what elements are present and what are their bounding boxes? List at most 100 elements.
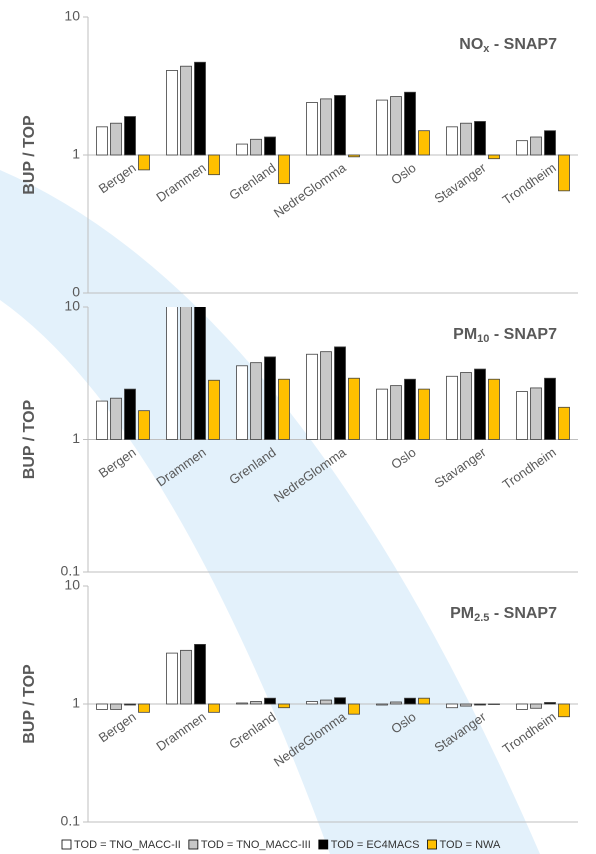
x-tick-label: Bergen — [96, 160, 139, 196]
bar — [237, 144, 248, 155]
bar — [307, 354, 318, 439]
bar — [489, 155, 500, 159]
bar — [321, 352, 332, 440]
legend-swatch — [319, 840, 328, 849]
title-main: PM — [453, 326, 477, 343]
bar — [111, 704, 122, 709]
bar — [559, 407, 570, 439]
bar — [531, 137, 542, 155]
bar — [237, 366, 248, 440]
bar — [167, 653, 178, 704]
bar — [237, 703, 248, 704]
y-tick-label: 1 — [72, 430, 80, 446]
bar — [475, 704, 486, 705]
legend-label: TOD = NWA — [440, 839, 501, 851]
bar — [209, 380, 220, 439]
bar — [307, 103, 318, 155]
bar — [209, 704, 220, 712]
bar — [335, 698, 346, 704]
y-axis-label: BUP / TOP — [21, 115, 38, 195]
bar — [167, 297, 178, 440]
bar — [139, 155, 150, 170]
legend-swatch — [62, 840, 71, 849]
chart-title: PM10 - SNAP7 — [453, 326, 557, 345]
y-tick-label: 1 — [72, 695, 80, 711]
bar — [447, 704, 458, 708]
bar — [181, 297, 192, 440]
bar — [97, 704, 108, 709]
y-tick-label: 10 — [64, 577, 80, 593]
bar — [349, 704, 360, 714]
bar — [475, 369, 486, 439]
title-main: PM — [450, 605, 474, 622]
x-tick-label: Grenland — [226, 160, 278, 203]
bar — [419, 389, 430, 439]
bar — [447, 376, 458, 439]
title-sub: 10 — [477, 333, 489, 345]
x-tick-label: Drammen — [153, 709, 208, 754]
bar — [307, 701, 318, 704]
bar — [419, 698, 430, 704]
bar — [335, 347, 346, 440]
legend-swatch — [428, 840, 437, 849]
bar — [321, 700, 332, 704]
bar — [265, 698, 276, 704]
x-tick-label: Oslo — [388, 160, 419, 188]
bar — [279, 704, 290, 708]
x-tick-label: Trondheim — [500, 709, 559, 757]
bar — [405, 698, 416, 704]
bar — [531, 704, 542, 708]
bars — [97, 297, 570, 440]
legend-label: TOD = TNO_MACC-III — [201, 839, 311, 851]
y-axis-label: BUP / TOP — [21, 399, 38, 479]
x-tick-label: Trondheim — [500, 160, 559, 208]
bar — [349, 378, 360, 439]
x-tick-label: Trondheim — [500, 444, 559, 492]
bar — [111, 398, 122, 439]
title-rest: - SNAP7 — [489, 36, 557, 53]
bar — [545, 378, 556, 439]
bar — [195, 644, 206, 704]
bar — [279, 379, 290, 439]
bar — [279, 155, 290, 184]
legend-swatch — [189, 840, 198, 849]
bar — [545, 702, 556, 704]
x-tick-label: Grenland — [226, 709, 278, 752]
x-tick-label: Bergen — [96, 709, 139, 745]
bar — [97, 401, 108, 439]
bar — [195, 297, 206, 440]
y-tick-label: 1 — [72, 146, 80, 162]
bar — [167, 70, 178, 155]
bar — [545, 131, 556, 155]
title-sub: 2.5 — [474, 612, 489, 624]
legend-label: TOD = EC4MACS — [331, 839, 420, 851]
y-tick-label: 10 — [64, 8, 80, 24]
bar — [447, 127, 458, 155]
bar — [125, 117, 136, 155]
bar — [559, 155, 570, 191]
x-tick-label: Bergen — [96, 444, 139, 480]
bar — [391, 702, 402, 704]
background-swoosh — [0, 170, 540, 854]
bar — [419, 131, 430, 155]
bar — [251, 139, 262, 155]
legend-label: TOD = TNO_MACC-II — [74, 839, 181, 851]
bar — [391, 386, 402, 440]
title-rest: - SNAP7 — [489, 326, 557, 343]
bar — [321, 99, 332, 155]
bar — [531, 388, 542, 440]
bar — [265, 137, 276, 155]
x-tick-label: Oslo — [388, 444, 419, 472]
bar — [475, 121, 486, 155]
bar — [461, 704, 472, 706]
bar — [377, 389, 388, 439]
bar — [377, 704, 388, 705]
bar — [517, 704, 528, 709]
y-tick-label: 10 — [64, 298, 80, 314]
bar — [251, 363, 262, 440]
bar — [195, 62, 206, 155]
bar — [181, 650, 192, 704]
bar — [139, 411, 150, 440]
bar — [405, 92, 416, 155]
bar — [111, 123, 122, 155]
